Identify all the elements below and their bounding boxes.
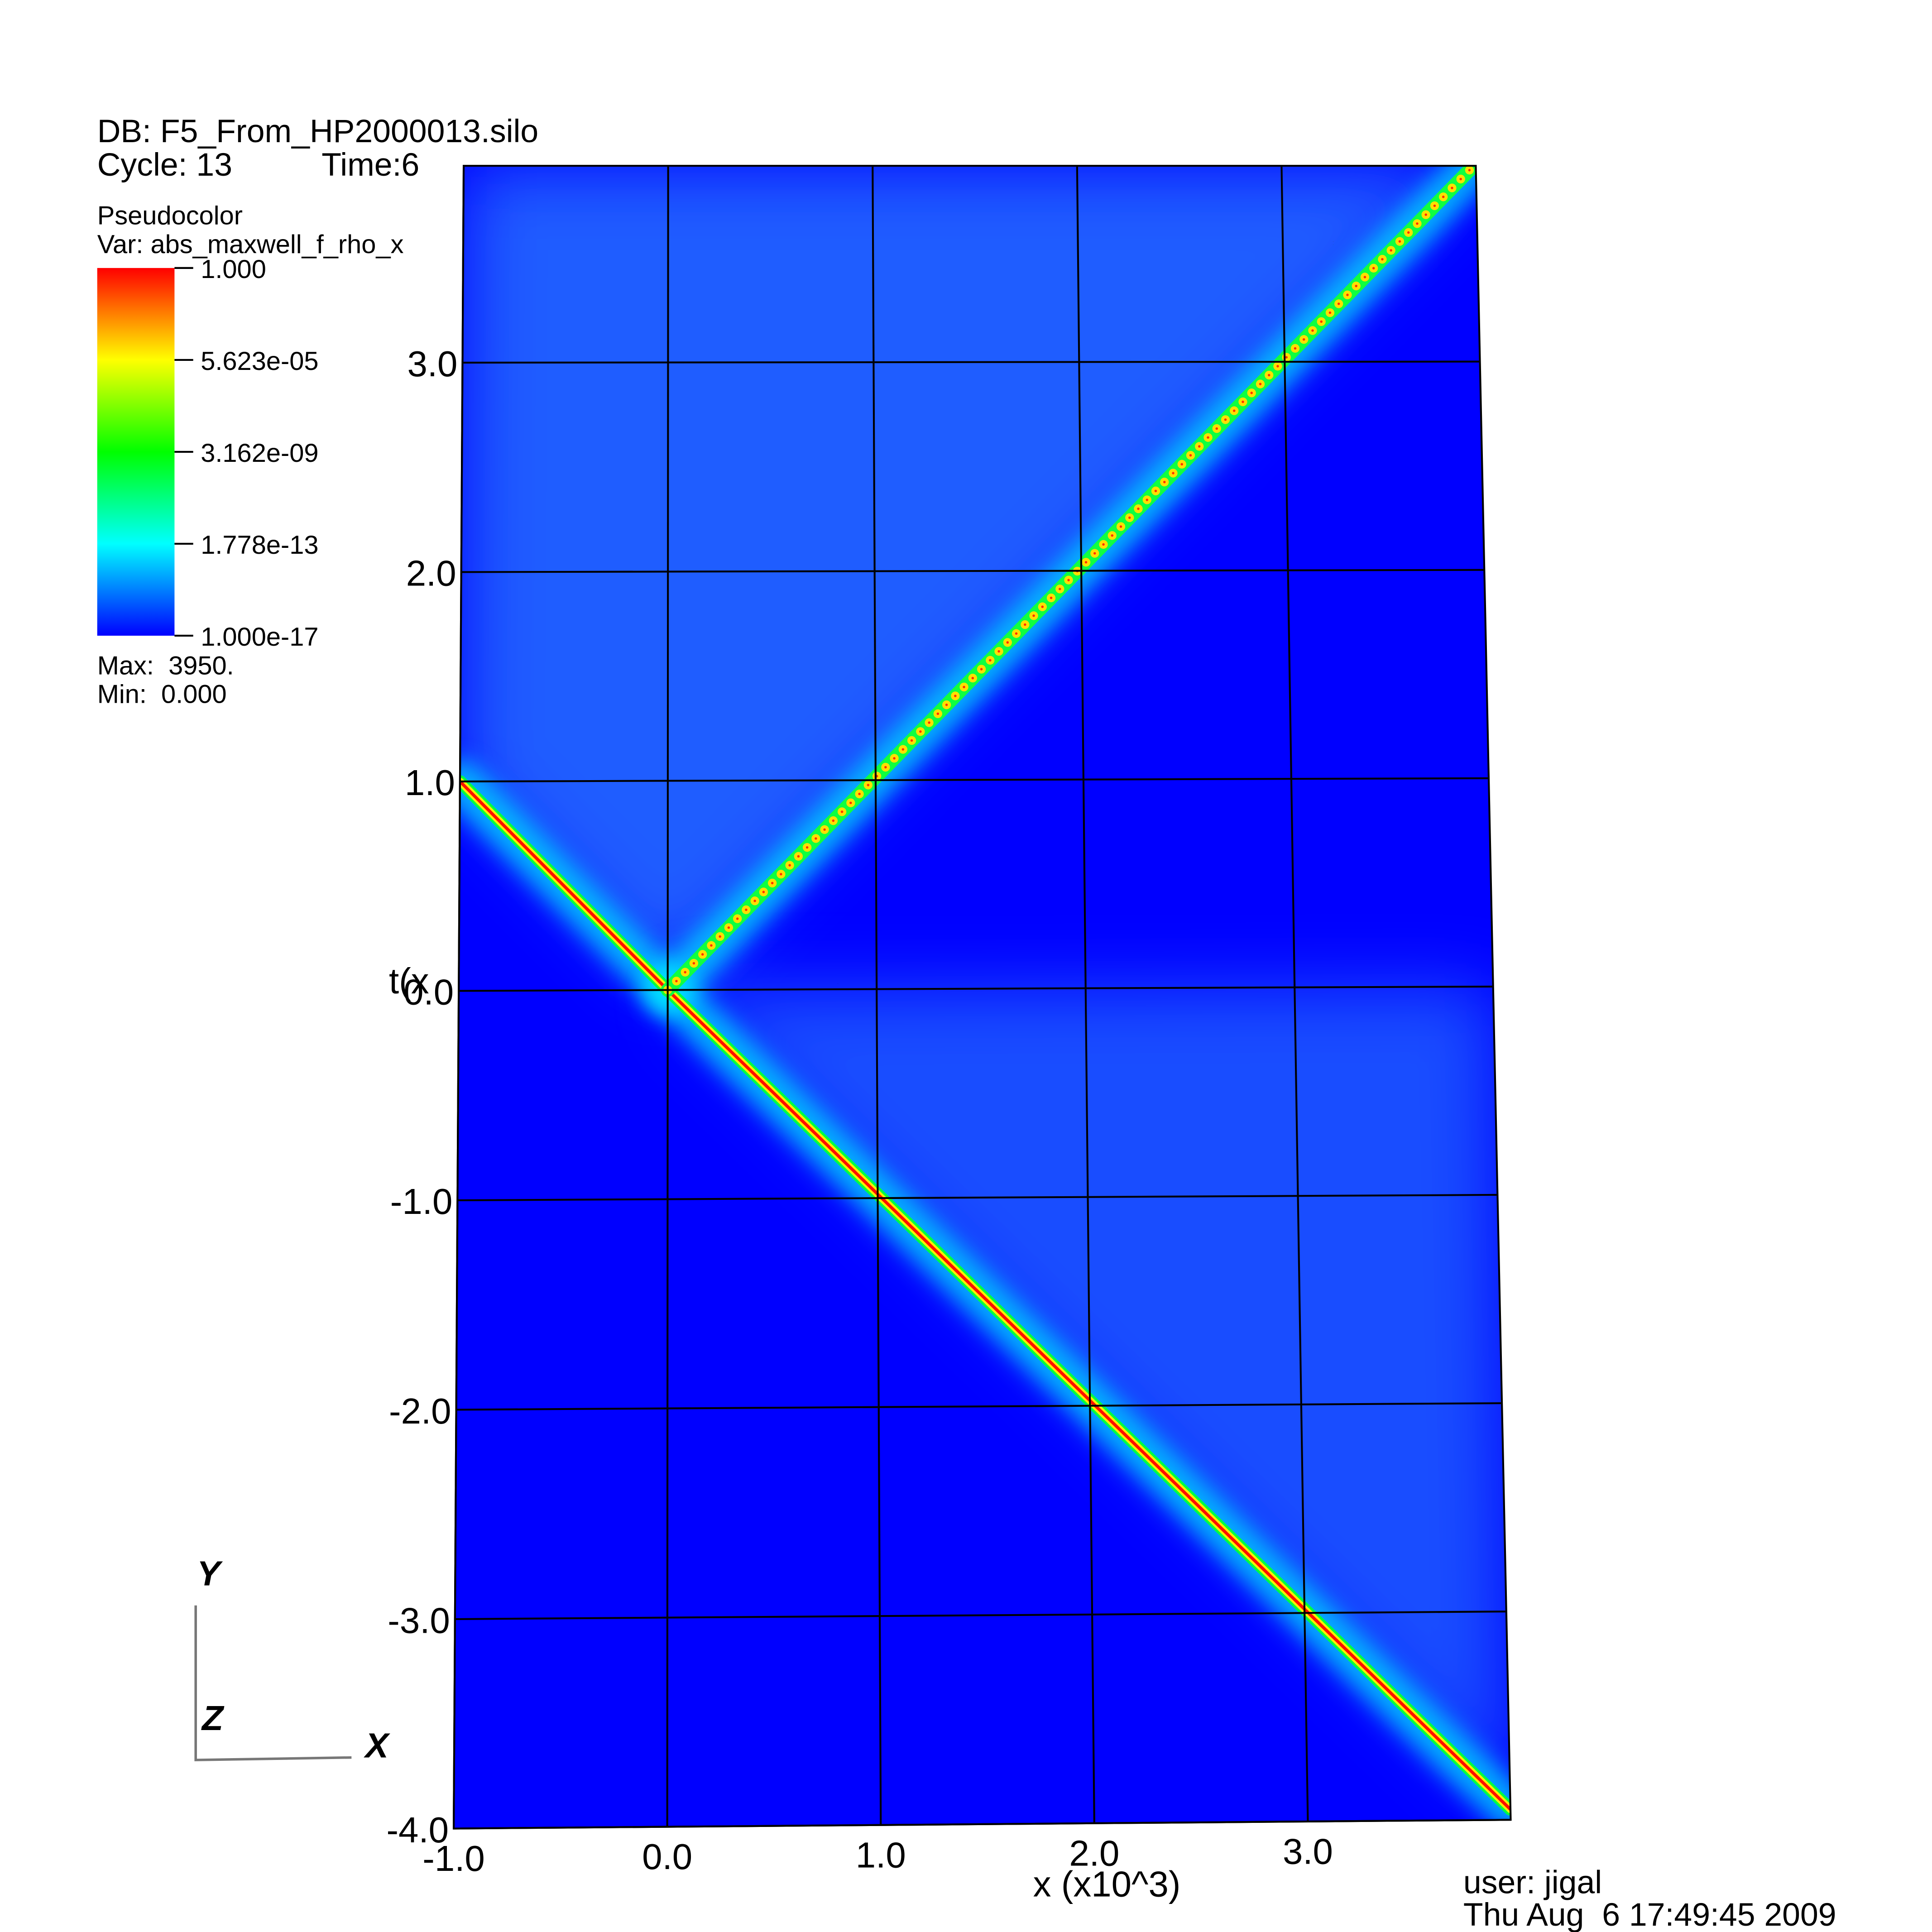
- x-tick-label: 2.0: [1069, 1833, 1119, 1873]
- triad-x: X: [364, 1726, 391, 1765]
- grid-line: [1076, 166, 1095, 1823]
- plot-area: [454, 166, 1511, 1829]
- colorbar: [97, 268, 175, 636]
- grid-line: [459, 985, 1493, 992]
- y-tick-label: -3.0: [388, 1600, 450, 1640]
- grid-line: [456, 1402, 1502, 1411]
- y-axis-title: t(x: [389, 961, 429, 1001]
- grid-line: [455, 1611, 1506, 1620]
- grid-line: [1280, 166, 1309, 1822]
- grid-line: [462, 360, 1480, 364]
- x-tick-label: 1.0: [856, 1835, 906, 1875]
- wave-dots: [663, 166, 1480, 995]
- colorbar-tick-label: 5.623e-05: [201, 347, 318, 376]
- y-tick-label: 1.0: [405, 762, 455, 803]
- y-tick-label: -4.0: [386, 1810, 449, 1850]
- y-tick-label: -2.0: [389, 1391, 451, 1431]
- triad-y: Y: [197, 1554, 223, 1593]
- axis-triad: Y Z X: [194, 1554, 391, 1765]
- x-axis-title: x (x10^3): [1033, 1864, 1181, 1904]
- time: Time:6: [321, 147, 419, 183]
- plot-type: Pseudocolor: [97, 201, 243, 230]
- x-tick-label: 3.0: [1283, 1831, 1333, 1872]
- cycle: Cycle: 13: [97, 147, 232, 183]
- variable: Var: abs_maxwell_f_rho_x: [97, 230, 404, 259]
- field-glow-upper: [460, 166, 1476, 990]
- x-tick-label: -1.0: [422, 1838, 485, 1879]
- y-tick-label: 3.0: [407, 344, 457, 384]
- grid-line: [460, 777, 1489, 782]
- user: user: jigal: [1463, 1865, 1602, 1901]
- triad-z: Z: [201, 1699, 225, 1738]
- colorbar-tick-label: 3.162e-09: [201, 439, 318, 468]
- min-label: Min: 0.000: [97, 680, 227, 709]
- colorbar-tick-label: 1.778e-13: [201, 531, 318, 560]
- max-label: Max: 3950.: [97, 651, 234, 680]
- x-tick-label: 0.0: [642, 1836, 692, 1877]
- axes: -1.0 0.0 1.0 2.0 3.0 -4.0 -3.0 -2.0 -1.0 0.0 1.0 2.…: [386, 165, 1512, 1904]
- triad-axes: [194, 1605, 352, 1761]
- wave-front: [458, 780, 670, 992]
- grid-line: [872, 166, 882, 1825]
- colorbar-tick-label: 1.000e-17: [201, 623, 318, 652]
- date: Thu Aug 6 17:49:45 2009: [1463, 1897, 1836, 1932]
- y-tick-label: -1.0: [390, 1181, 453, 1222]
- grid-line: [457, 1194, 1498, 1202]
- plot-border: [452, 165, 1512, 1830]
- colorbar-tick-label: 1.000: [201, 255, 266, 284]
- grid-line: [666, 166, 669, 1827]
- grid-line: [461, 569, 1485, 573]
- y-tick-label: 2.0: [406, 553, 456, 594]
- y-tick-label: 0.0: [403, 972, 454, 1012]
- db-name: DB: F5_From_HP2000013.silo: [97, 113, 539, 149]
